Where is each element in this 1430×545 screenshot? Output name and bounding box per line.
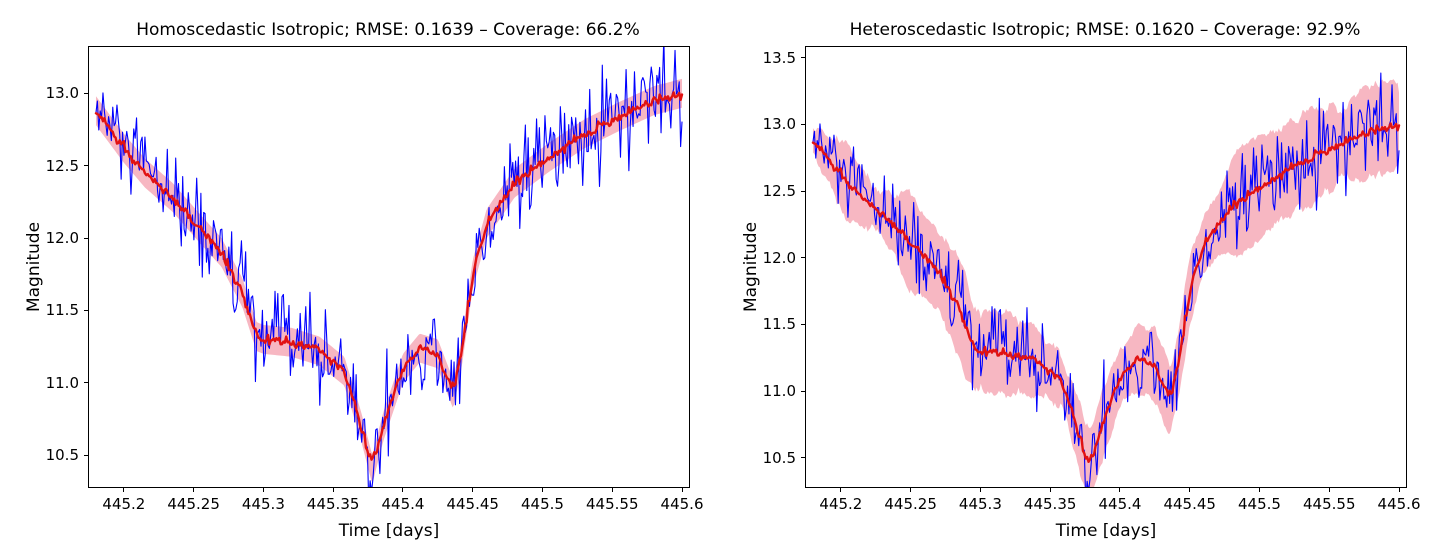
x-tick-label: 445.3	[959, 487, 1002, 513]
x-tick-label: 445.2	[819, 487, 862, 513]
panel-right: Heteroscedastic Isotropic; RMSE: 0.1620 …	[805, 28, 1405, 468]
y-tick-label: 10.5	[763, 449, 806, 467]
panel-left: Homoscedastic Isotropic; RMSE: 0.1639 – …	[88, 28, 688, 468]
figure: Homoscedastic Isotropic; RMSE: 0.1639 – …	[0, 0, 1430, 545]
x-tick-label: 445.4	[1098, 487, 1141, 513]
x-tick-label: 445.25	[167, 487, 220, 513]
y-tick-label: 12.0	[46, 229, 89, 247]
plot-area: MagnitudeTime [days]10.511.011.512.012.5…	[805, 46, 1407, 488]
panel-title: Homoscedastic Isotropic; RMSE: 0.1639 – …	[88, 20, 688, 40]
panel-title: Heteroscedastic Isotropic; RMSE: 0.1620 …	[805, 20, 1405, 40]
data-line	[96, 47, 682, 487]
y-tick-label: 11.5	[763, 315, 806, 333]
x-tick-label: 445.55	[586, 487, 639, 513]
x-tick-label: 445.4	[381, 487, 424, 513]
mean-line	[96, 92, 682, 459]
x-tick-label: 445.6	[1378, 487, 1421, 513]
x-tick-label: 445.6	[661, 487, 704, 513]
x-axis-label: Time [days]	[89, 521, 689, 541]
plot-svg	[89, 47, 689, 487]
x-tick-label: 445.35	[1024, 487, 1077, 513]
x-axis-label: Time [days]	[806, 521, 1406, 541]
x-tick-label: 445.35	[307, 487, 360, 513]
x-tick-label: 445.5	[521, 487, 564, 513]
y-axis-label: Magnitude	[741, 222, 761, 312]
y-tick-label: 12.0	[763, 249, 806, 267]
x-tick-label: 445.55	[1303, 487, 1356, 513]
y-tick-label: 11.0	[46, 374, 89, 392]
y-tick-label: 11.0	[763, 382, 806, 400]
x-tick-label: 445.5	[1238, 487, 1281, 513]
y-tick-label: 11.5	[46, 301, 89, 319]
x-tick-label: 445.2	[102, 487, 145, 513]
y-tick-label: 10.5	[46, 446, 89, 464]
y-tick-label: 12.5	[763, 182, 806, 200]
x-tick-label: 445.3	[242, 487, 285, 513]
y-tick-label: 13.0	[763, 115, 806, 133]
y-tick-label: 12.5	[46, 157, 89, 175]
x-tick-label: 445.45	[1163, 487, 1216, 513]
plot-svg	[806, 47, 1406, 487]
y-axis-label: Magnitude	[24, 222, 44, 312]
y-tick-label: 13.0	[46, 84, 89, 102]
x-tick-label: 445.25	[884, 487, 937, 513]
x-tick-label: 445.45	[446, 487, 499, 513]
plot-area: MagnitudeTime [days]10.511.011.512.012.5…	[88, 46, 690, 488]
y-tick-label: 13.5	[763, 49, 806, 67]
